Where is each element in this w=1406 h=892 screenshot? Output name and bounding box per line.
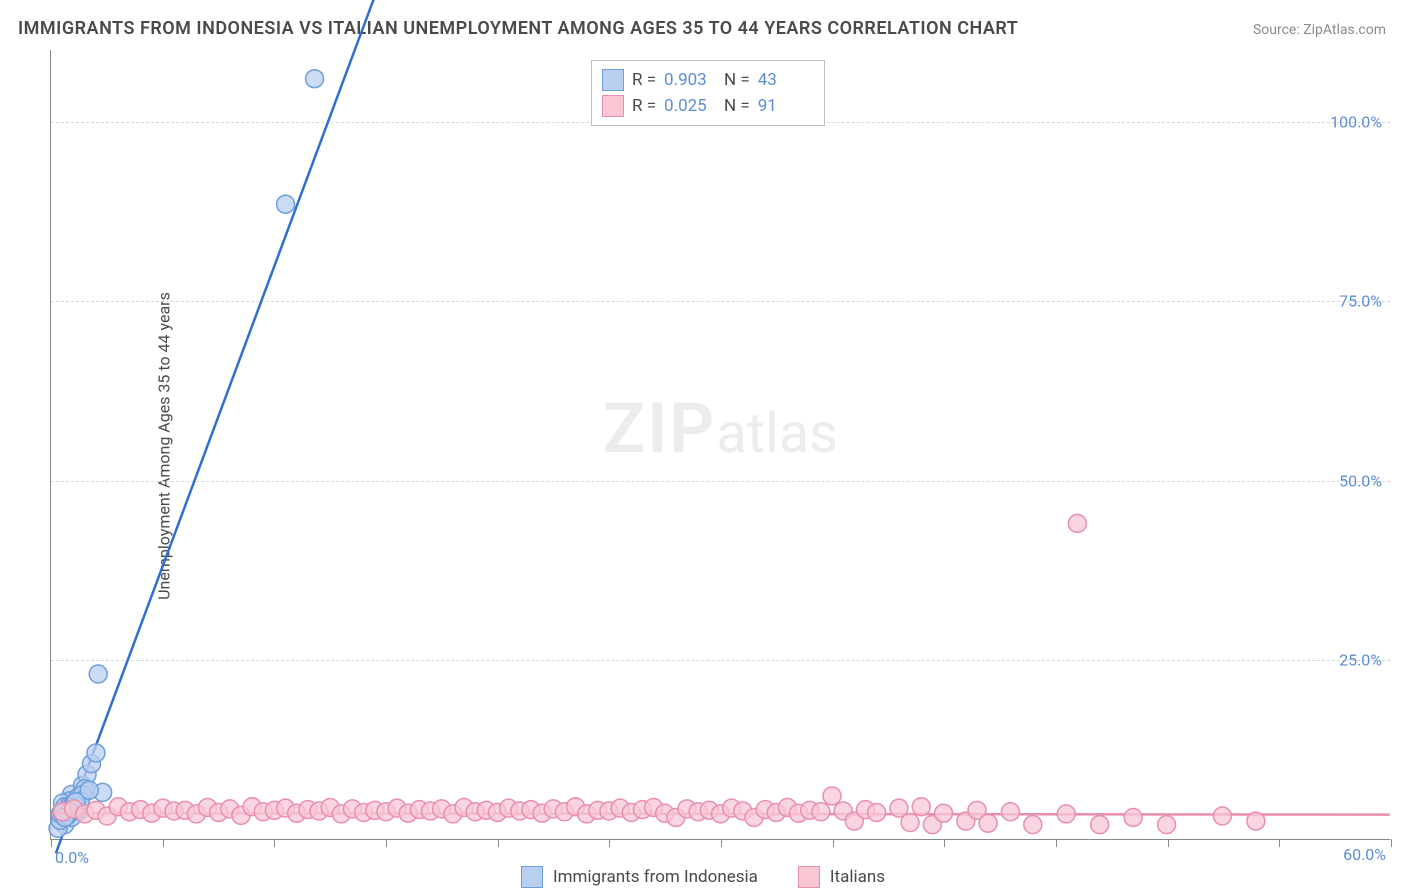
swatch-series-1: [602, 95, 624, 117]
data-point: [1091, 816, 1109, 834]
x-tick: [163, 839, 164, 847]
data-point: [1124, 808, 1142, 826]
x-tick: [609, 839, 610, 847]
x-tick: [721, 839, 722, 847]
x-tick: [498, 839, 499, 847]
x-tick: [833, 839, 834, 847]
source-attribution: Source: ZipAtlas.com: [1253, 22, 1386, 38]
trend-line: [56, 0, 382, 853]
data-point: [979, 814, 997, 832]
x-tick: [1391, 839, 1392, 847]
x-tick-last: 60.0%: [1343, 845, 1386, 864]
x-tick-first: 0.0%: [55, 848, 89, 867]
stat-label-n: N =: [724, 67, 750, 93]
stat-value-r-1: 0.025: [664, 93, 716, 119]
stat-label-r: R =: [632, 93, 656, 119]
data-point: [87, 744, 105, 762]
data-point: [901, 814, 919, 832]
legend-label-0: Immigrants from Indonesia: [553, 867, 758, 887]
x-tick: [1279, 839, 1280, 847]
legend-item-1: Italians: [798, 866, 885, 888]
stats-row-series-0: R = 0.903 N = 43: [602, 67, 810, 93]
stat-label-r: R =: [632, 67, 656, 93]
data-point: [1024, 816, 1042, 834]
data-point: [1068, 514, 1086, 532]
swatch-series-0: [602, 69, 624, 91]
data-point: [1213, 807, 1231, 825]
x-tick: [1056, 839, 1057, 847]
legend-swatch-0: [521, 866, 543, 888]
data-point: [80, 781, 98, 799]
data-point: [277, 195, 295, 213]
stat-value-n-1: 91: [758, 93, 810, 119]
data-point: [935, 804, 953, 822]
x-tick: [1168, 839, 1169, 847]
legend-swatch-1: [798, 866, 820, 888]
x-tick: [386, 839, 387, 847]
scatter-svg: [51, 50, 1390, 839]
data-point: [868, 803, 886, 821]
stats-legend-box: R = 0.903 N = 43 R = 0.025 N = 91: [591, 60, 825, 126]
x-tick: [51, 839, 52, 847]
legend-item-0: Immigrants from Indonesia: [521, 866, 758, 888]
stat-value-r-0: 0.903: [664, 67, 716, 93]
legend-label-1: Italians: [830, 867, 885, 887]
data-point: [1057, 805, 1075, 823]
data-point: [912, 798, 930, 816]
stat-label-n: N =: [724, 93, 750, 119]
bottom-legend: Immigrants from Indonesia Italians: [521, 866, 885, 888]
stat-value-n-0: 43: [758, 67, 810, 93]
plot-area: ZIPatlas 25.0%50.0%75.0%100.0% 0.0% 60.0…: [50, 50, 1390, 840]
data-point: [812, 803, 830, 821]
stats-row-series-1: R = 0.025 N = 91: [602, 93, 810, 119]
x-tick: [274, 839, 275, 847]
data-point: [1158, 816, 1176, 834]
x-tick: [944, 839, 945, 847]
chart-title: IMMIGRANTS FROM INDONESIA VS ITALIAN UNE…: [18, 18, 1018, 39]
data-point: [89, 665, 107, 683]
data-point: [1001, 803, 1019, 821]
data-point: [306, 70, 324, 88]
data-point: [823, 787, 841, 805]
data-point: [1247, 812, 1265, 830]
